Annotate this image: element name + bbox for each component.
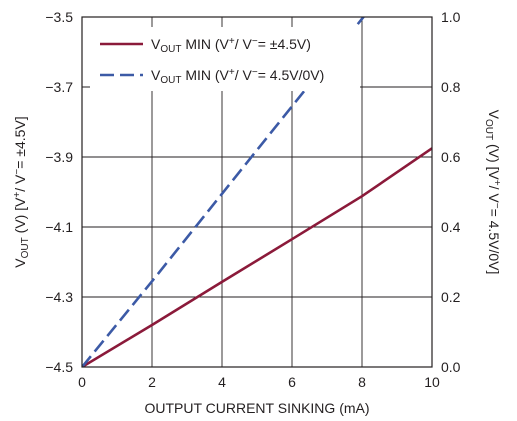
- x-tick-label: 2: [148, 374, 156, 390]
- right-y-tick-label: 0.4: [441, 219, 461, 235]
- plot-frame: [81, 16, 433, 368]
- left-y-tick-label: −4.3: [45, 289, 73, 305]
- right-y-tick-label: 1.0: [441, 9, 461, 25]
- x-tick-label: 8: [358, 374, 366, 390]
- left-y-tick-labels: −4.5 −4.3 −4.1 −3.9 −3.7 −3.5: [45, 9, 73, 375]
- left-y-tick-label: −4.5: [45, 359, 73, 375]
- x-tick-label: 4: [218, 374, 226, 390]
- right-y-tick-label: 0.0: [441, 359, 461, 375]
- x-tick-labels: 0 2 4 6 8 10: [78, 374, 440, 390]
- x-tick-label: 0: [78, 374, 86, 390]
- x-tick-label: 10: [424, 374, 440, 390]
- left-y-axis-title: VOUT (V) [V+/ V−= ±4.5V]: [12, 116, 31, 267]
- series-line-1: [82, 147, 432, 367]
- right-y-tick-label: 0.8: [441, 79, 461, 95]
- x-axis-title: OUTPUT CURRENT SINKING (mA): [144, 400, 369, 416]
- left-y-tick-label: −3.5: [45, 9, 73, 25]
- left-y-tick-label: −3.9: [45, 149, 73, 165]
- left-y-tick-label: −4.1: [45, 219, 73, 235]
- legend-label-2: VOUT MIN (V+/ V−= 4.5V/0V): [151, 67, 324, 86]
- legend: VOUT MIN (V+/ V−= ±4.5V) VOUT MIN (V+/ V−…: [100, 36, 324, 86]
- right-y-tick-labels: 0.0 0.2 0.4 0.6 0.8 1.0: [441, 9, 461, 375]
- legend-background: [90, 27, 360, 91]
- series-lines: [82, 17, 432, 367]
- right-y-axis-title: VOUT (V) [V+/ V−= 4.5V/0V]: [483, 110, 502, 275]
- right-y-tick-label: 0.2: [441, 289, 461, 305]
- legend-label-1: VOUT MIN (V+/ V−= ±4.5V): [151, 36, 311, 55]
- x-tick-label: 6: [288, 374, 296, 390]
- series-line-2: [82, 17, 366, 367]
- right-y-tick-label: 0.6: [441, 149, 461, 165]
- left-y-tick-label: −3.7: [45, 79, 73, 95]
